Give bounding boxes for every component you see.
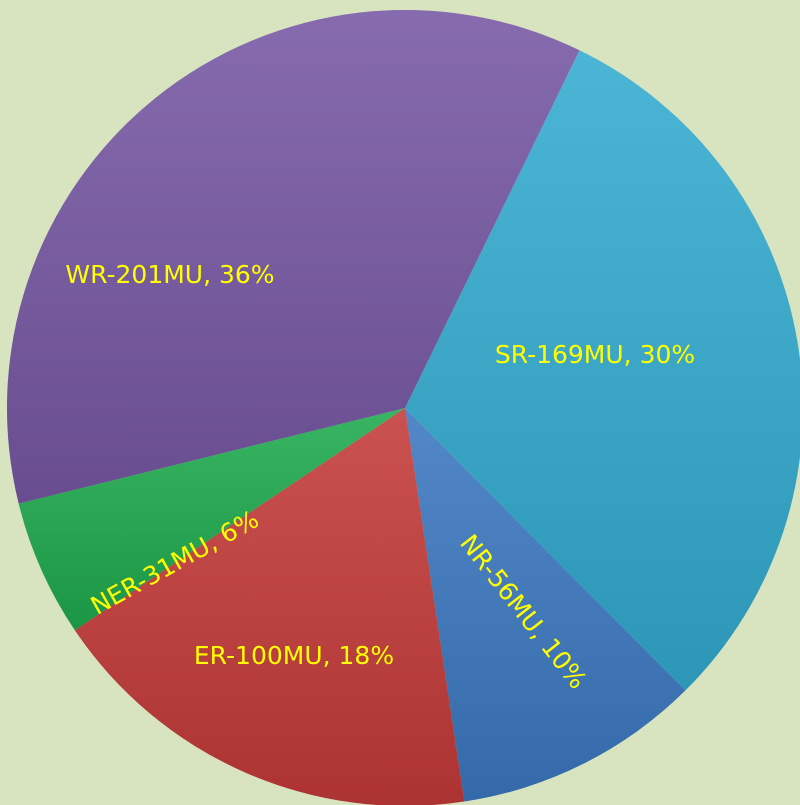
data-label: ER-100MU, 18% [193, 641, 395, 670]
data-label: WR-201MU, 36% [65, 260, 275, 289]
data-label: SR-169MU, 30% [494, 340, 696, 369]
